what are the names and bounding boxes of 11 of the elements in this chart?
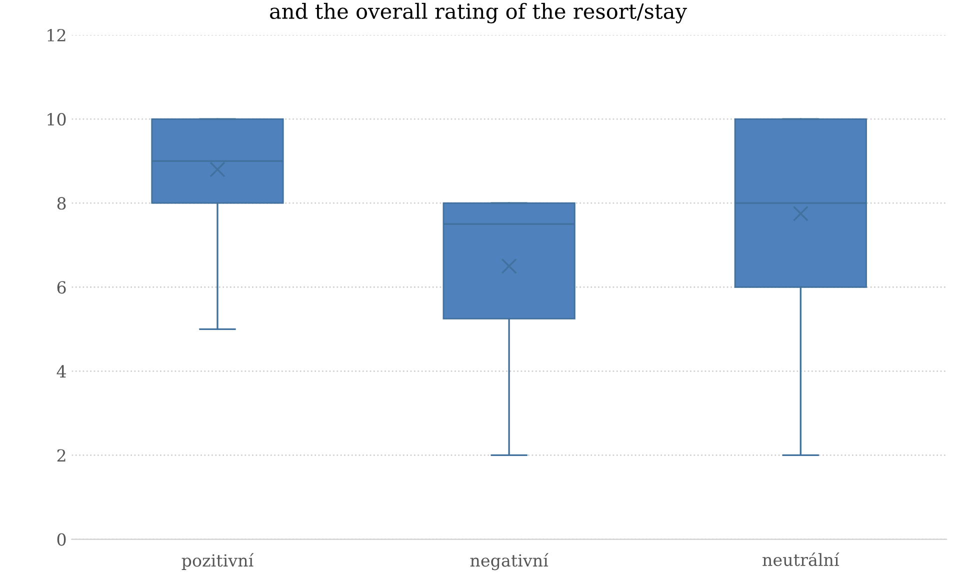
- y-tick-label: 6: [57, 281, 66, 294]
- x-tick-label: pozitivní: [182, 553, 254, 570]
- y-tick-label: 0: [57, 533, 66, 546]
- y-tick-label: 4: [56, 365, 66, 378]
- y-tick-label: 2: [57, 449, 66, 462]
- x-tick-label: negativní: [470, 553, 549, 570]
- y-tick-label: 10: [48, 112, 66, 126]
- y-tick-label: 12: [48, 28, 66, 42]
- x-tick-label: neutrální: [762, 552, 840, 566]
- chart-title: and the overall rating of the resort/stay: [270, 2, 687, 24]
- y-tick-label: 8: [57, 197, 66, 210]
